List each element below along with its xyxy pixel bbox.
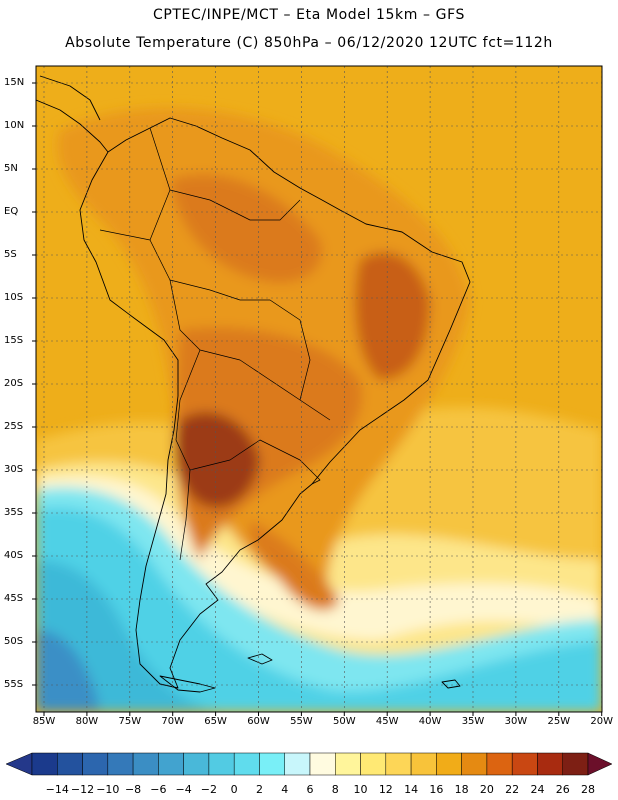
- colorbar-label: 24: [530, 783, 545, 796]
- colorbar-cell: [284, 752, 311, 776]
- longitude-label: 70W: [161, 716, 184, 727]
- title-line-1: CPTEC/INPE/MCT – Eta Model 15km – GFS: [152, 7, 466, 23]
- latitude-label: 15S: [4, 335, 24, 346]
- colorbar-label: 16: [429, 783, 444, 796]
- longitude-label: 75W: [118, 716, 142, 727]
- colorbar-cell: [132, 752, 159, 776]
- south-atlantic-island: [441, 679, 461, 689]
- colorbar-label: −14: [45, 783, 69, 796]
- colorbar-cell: [309, 752, 336, 776]
- colorbar-cell: [511, 752, 538, 776]
- blue-zone: [36, 630, 100, 712]
- colorbar-cell: [259, 752, 285, 776]
- cream-band: [36, 476, 602, 640]
- colorbar: [5, 752, 613, 776]
- longitude-label: 65W: [204, 716, 227, 727]
- axis-ticks: [32, 82, 603, 716]
- colorbar-cell: [107, 752, 134, 776]
- colorbar-label: 12: [378, 783, 393, 796]
- colorbar-cell: [82, 752, 109, 776]
- latitude-label: 35S: [4, 507, 24, 518]
- latitude-label: 40S: [4, 550, 24, 561]
- colorbar-cell: [360, 752, 387, 776]
- hot-area-northeast: [355, 252, 430, 380]
- longitude-label: 55W: [290, 716, 313, 727]
- colorbar-over-arrow: [587, 752, 613, 776]
- longitude-label: 60W: [247, 716, 270, 727]
- colorbar-label: 2: [255, 783, 263, 796]
- national-borders: [99, 127, 331, 561]
- hot-area-patagonia-tongue: [249, 520, 340, 611]
- latitude-label: 10N: [4, 120, 25, 131]
- colorbar-cell: [31, 752, 58, 776]
- south-america-coastline: [79, 117, 471, 689]
- colorbar-cell: [233, 752, 260, 776]
- longitude-label: 35W: [461, 716, 485, 727]
- colorbar-label: −2: [200, 783, 218, 796]
- colorbar-cell: [436, 752, 462, 776]
- longitude-label: 40W: [418, 716, 442, 727]
- latitude-label: 30S: [4, 464, 24, 475]
- colorbar-label: 6: [306, 783, 314, 796]
- colorbar-label: −10: [96, 783, 120, 796]
- colorbar-label: −12: [70, 783, 95, 796]
- colorbar-cell: [486, 752, 513, 776]
- longitude-label: 50W: [332, 716, 356, 727]
- colorbar-cell: [385, 752, 412, 776]
- longitude-label: 30W: [504, 716, 528, 727]
- colorbar-label: 20: [479, 783, 494, 796]
- colorbar-label: 10: [353, 783, 368, 796]
- colorbar-label: 22: [505, 783, 520, 796]
- colorbar-label: 14: [404, 783, 419, 796]
- longitude-label: 85W: [32, 716, 56, 727]
- colorbar-under-arrow: [5, 752, 33, 776]
- colorbar-label: 4: [281, 783, 289, 796]
- colorbar-cell: [410, 752, 437, 776]
- longitude-label: 25W: [547, 716, 571, 727]
- colorbar-label: −8: [124, 783, 142, 796]
- latitude-label: 50S: [4, 636, 24, 647]
- colorbar-label: −6: [150, 783, 167, 796]
- hottest-core-chaco: [175, 412, 260, 508]
- latitude-label: EQ: [4, 206, 19, 217]
- central-america-coastline: [36, 75, 109, 153]
- colorbar-label: −4: [175, 783, 192, 796]
- latitude-label: 5N: [4, 163, 18, 174]
- colorbar-cell: [183, 752, 210, 776]
- colorbar-cell: [537, 752, 563, 776]
- latitude-label: 10S: [4, 292, 24, 303]
- lat-lon-grid: [36, 66, 602, 712]
- colorbar-cell: [57, 752, 83, 776]
- colorbar-label: 18: [454, 783, 469, 796]
- latitude-label: 55S: [4, 679, 24, 690]
- colorbar-label: 26: [555, 783, 570, 796]
- latitude-label: 45S: [4, 593, 24, 604]
- temperature-field: [36, 66, 602, 712]
- tierra-del-fuego: [159, 675, 216, 693]
- latitude-label: 15N: [4, 77, 25, 88]
- cyan-zone: [36, 507, 602, 712]
- title-line-2: Absolute Temperature (C) 850hPa – 06/12/…: [65, 35, 553, 51]
- coastlines-and-borders: [36, 75, 471, 693]
- falkland-islands: [247, 653, 273, 665]
- colorbar-label: 0: [230, 783, 238, 796]
- map-frame: [35, 65, 603, 713]
- colorbar-cell: [335, 752, 361, 776]
- colorbar-cell: [158, 752, 184, 776]
- latitude-label: 25S: [4, 421, 24, 432]
- colorbar-cell: [208, 752, 235, 776]
- longitude-label: 80W: [75, 716, 99, 727]
- colorbar-cell: [562, 752, 589, 776]
- latitude-label: 5S: [4, 249, 17, 260]
- longitude-label: 45W: [375, 716, 399, 727]
- colorbar-cell: [461, 752, 488, 776]
- longitude-label: 20W: [590, 716, 613, 727]
- colorbar-label: 28: [581, 783, 595, 796]
- latitude-label: 20S: [4, 378, 24, 389]
- hot-area-amazon: [170, 174, 322, 283]
- colorbar-label: 8: [331, 783, 339, 796]
